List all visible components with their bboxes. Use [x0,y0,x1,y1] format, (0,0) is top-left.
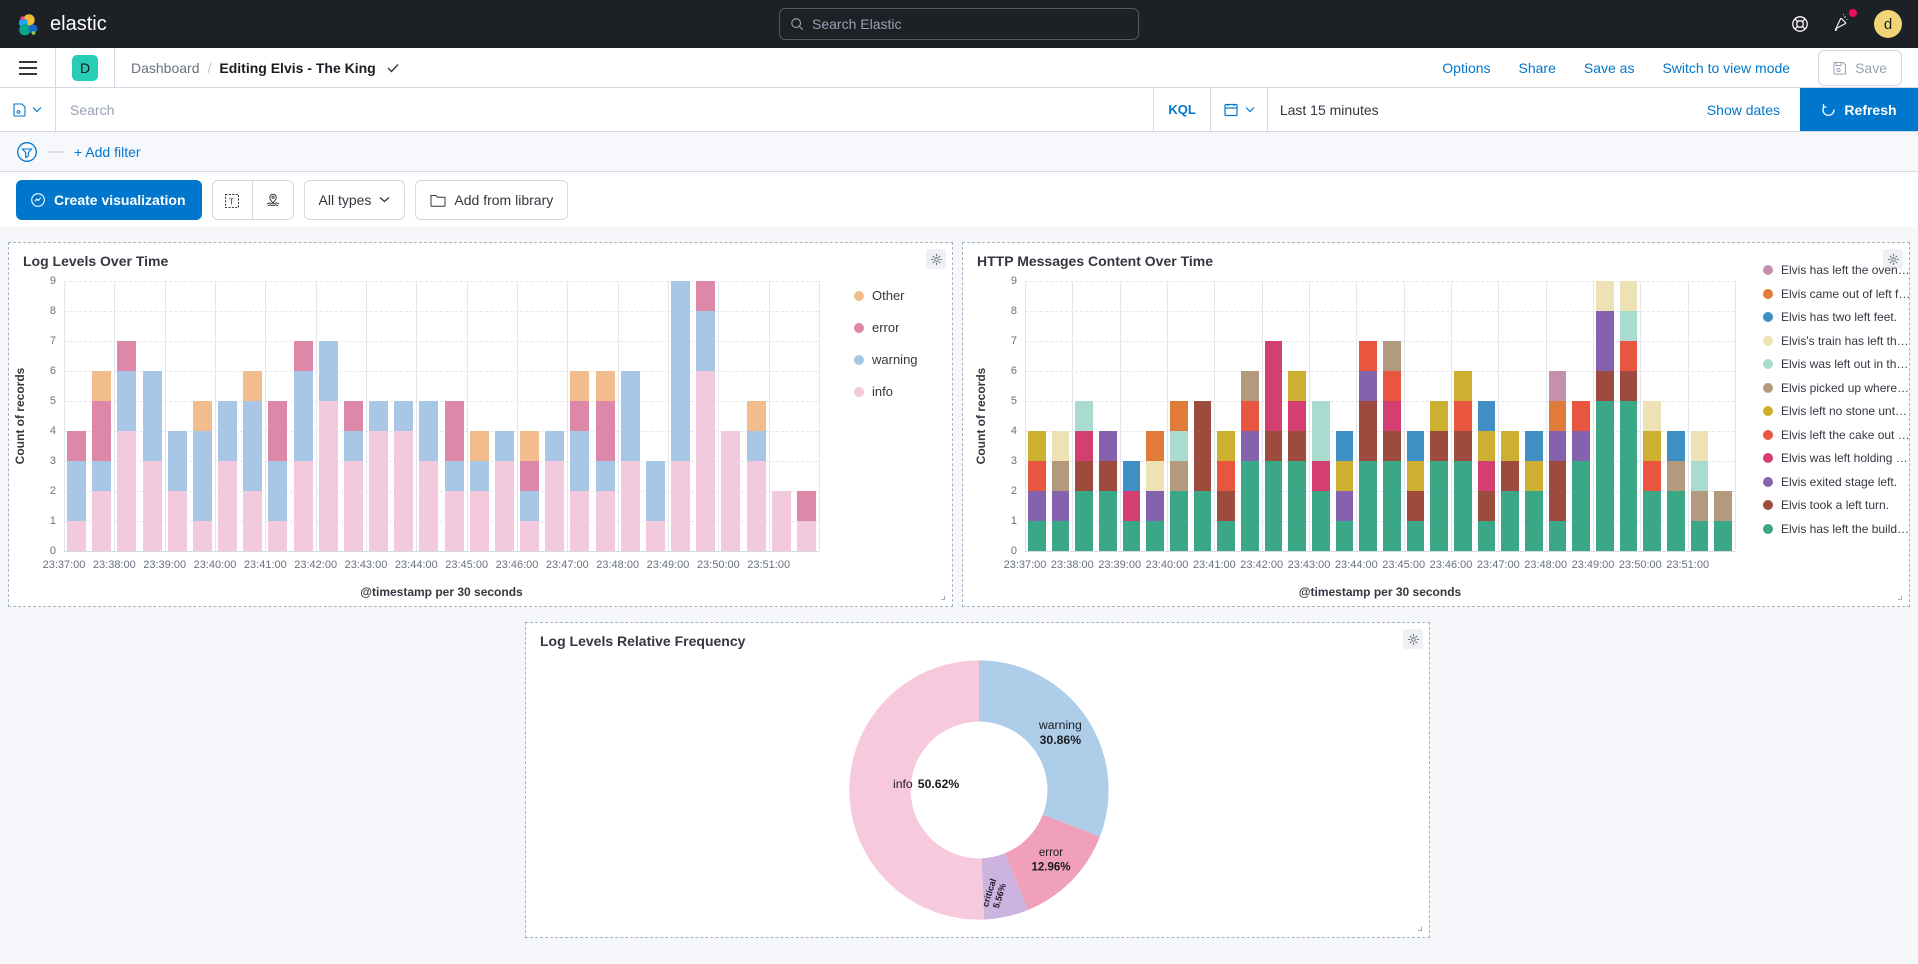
svg-text:30.86%: 30.86% [1040,733,1082,747]
svg-text:T: T [229,197,234,206]
svg-text:12.96%: 12.96% [1031,862,1070,874]
svg-text:50.62%: 50.62% [918,777,960,791]
svg-text:error: error [1039,847,1063,859]
svg-text:info: info [893,777,913,791]
svg-text:warning: warning [1038,718,1082,732]
